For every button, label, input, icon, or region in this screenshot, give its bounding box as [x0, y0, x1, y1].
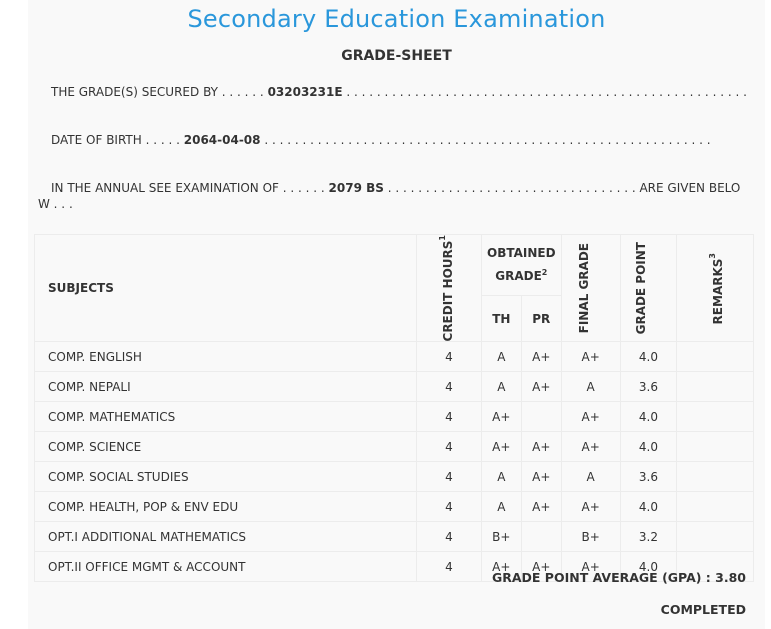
exam-tail: . . . . . . . . . . . . . . . . . . . . …: [38, 181, 741, 211]
header-final-grade: FINAL GRADE: [560, 233, 621, 343]
gpa-value: 3.80: [715, 570, 746, 585]
th-grade-cell: B+: [480, 521, 522, 553]
subject-cell: COMP. ENGLISH: [33, 341, 418, 373]
remarks-cell: [676, 521, 754, 553]
grade-point-cell: 4.0: [619, 401, 678, 433]
th-grade-cell: A: [480, 461, 522, 493]
final-grade-cell: B+: [560, 521, 621, 553]
final-grade-cell: A+: [560, 551, 621, 583]
grade-point-cell: 4.0: [619, 341, 678, 373]
grade-point-cell: 4.0: [619, 431, 678, 463]
table-row: OPT.I ADDITIONAL MATHEMATICS 4 B+ B+ 3.2: [33, 521, 754, 553]
remarks-cell: [676, 431, 754, 463]
table-row: COMP. HEALTH, POP & ENV EDU 4 A A+ A+ 4.0: [33, 491, 754, 523]
pr-grade-cell: [520, 401, 562, 433]
dob-value: 2064-04-08: [183, 133, 261, 147]
pr-grade-cell: [520, 521, 562, 553]
remarks-cell: [676, 551, 754, 583]
secured-by-line: THE GRADE(S) SECURED BY . . . . . . 0320…: [38, 84, 750, 100]
exam-line: IN THE ANNUAL SEE EXAMINATION OF . . . .…: [38, 180, 750, 212]
table-row: COMP. ENGLISH 4 A A+ A+ 4.0: [33, 341, 754, 373]
subject-cell: OPT.II OFFICE MGMT & ACCOUNT: [33, 551, 418, 583]
exam-label: IN THE ANNUAL SEE EXAMINATION OF . . . .…: [51, 181, 329, 195]
final-grade-cell: A+: [560, 401, 621, 433]
table-row: COMP. SCIENCE 4 A+ A+ A+ 4.0: [33, 431, 754, 463]
pr-grade-cell: A+: [520, 341, 562, 373]
credit-cell: 4: [416, 461, 482, 493]
subject-cell: COMP. SCIENCE: [33, 431, 418, 463]
grade-point-cell: 4.0: [619, 491, 678, 523]
remarks-cell: [676, 371, 754, 403]
subject-cell: COMP. HEALTH, POP & ENV EDU: [33, 491, 418, 523]
credit-cell: 4: [416, 431, 482, 463]
header-th: TH: [480, 294, 522, 343]
header-pr: PR: [520, 294, 562, 343]
pr-grade-cell: A+: [520, 491, 562, 523]
credit-cell: 4: [416, 401, 482, 433]
remarks-cell: [676, 401, 754, 433]
final-grade-cell: A+: [560, 431, 621, 463]
symbol-number: 03203231E: [267, 85, 343, 99]
exam-year: 2079 BS: [328, 181, 384, 195]
gpa-label: GRADE POINT AVERAGE (GPA) :: [491, 570, 716, 585]
header-obtained-grade: OBTAINED GRADE2: [480, 234, 562, 296]
pr-grade-cell: A+: [520, 461, 562, 493]
remarks-cell: [676, 341, 754, 373]
subject-cell: COMP. SOCIAL STUDIES: [33, 461, 418, 493]
credit-cell: 4: [416, 521, 482, 553]
grade-point-cell: 4.0: [619, 551, 678, 583]
grade-sheet-panel: Secondary Education Examination GRADE-SH…: [28, 0, 765, 629]
credit-cell: 4: [416, 551, 482, 583]
pr-grade-cell: A+: [520, 431, 562, 463]
credit-cell: 4: [416, 341, 482, 373]
subject-cell: COMP. MATHEMATICS: [33, 401, 418, 433]
dob-dots: . . . . . . . . . . . . . . . . . . . . …: [260, 133, 711, 147]
final-grade-cell: A+: [560, 491, 621, 523]
subject-cell: COMP. NEPALI: [33, 371, 418, 403]
pr-grade-cell: A+: [520, 371, 562, 403]
subject-cell: OPT.I ADDITIONAL MATHEMATICS: [33, 521, 418, 553]
th-grade-cell: A+: [480, 551, 522, 583]
secured-dots: . . . . . . . . . . . . . . . . . . . . …: [342, 85, 747, 99]
final-grade-cell: A: [560, 371, 621, 403]
th-grade-cell: A: [480, 341, 522, 373]
page-title: Secondary Education Examination: [187, 5, 606, 33]
table-row: OPT.II OFFICE MGMT & ACCOUNT 4 A+ A+ A+ 4.0: [33, 551, 754, 583]
grade-point-cell: 3.6: [619, 461, 678, 493]
th-grade-cell: A: [480, 491, 522, 523]
dob-label: DATE OF BIRTH . . . . .: [51, 133, 184, 147]
final-grade-cell: A+: [560, 341, 621, 373]
gpa-line: GRADE POINT AVERAGE (GPA) : 3.80: [28, 570, 746, 585]
th-grade-cell: A+: [480, 431, 522, 463]
table-row: COMP. NEPALI 4 A A+ A 3.6: [33, 371, 754, 403]
grade-point-cell: 3.2: [619, 521, 678, 553]
credit-cell: 4: [416, 371, 482, 403]
header-remarks: REMARKS3: [676, 233, 754, 343]
grade-point-cell: 3.6: [619, 371, 678, 403]
dob-line: DATE OF BIRTH . . . . . 2064-04-08 . . .…: [38, 132, 750, 148]
table-row: COMP. SOCIAL STUDIES 4 A A+ A 3.6: [33, 461, 754, 493]
page-subtitle: GRADE-SHEET: [341, 48, 452, 64]
secured-label: THE GRADE(S) SECURED BY . . . . . .: [51, 85, 268, 99]
pr-grade-cell: A+: [520, 551, 562, 583]
status-text: COMPLETED: [660, 602, 746, 617]
remarks-cell: [676, 491, 754, 523]
th-grade-cell: A+: [480, 401, 522, 433]
credit-cell: 4: [416, 491, 482, 523]
th-grade-cell: A: [480, 371, 522, 403]
header-credit-hours: CREDIT HOURS1: [416, 233, 482, 343]
header-subjects: SUBJECTS: [33, 233, 418, 343]
table-row: COMP. MATHEMATICS 4 A+ A+ 4.0: [33, 401, 754, 433]
remarks-cell: [676, 461, 754, 493]
final-grade-cell: A: [560, 461, 621, 493]
grades-table: SUBJECTS CREDIT HOURS1 OBTAINED GRADE2 F…: [33, 233, 754, 583]
header-grade-point: GRADE POINT: [619, 233, 678, 343]
